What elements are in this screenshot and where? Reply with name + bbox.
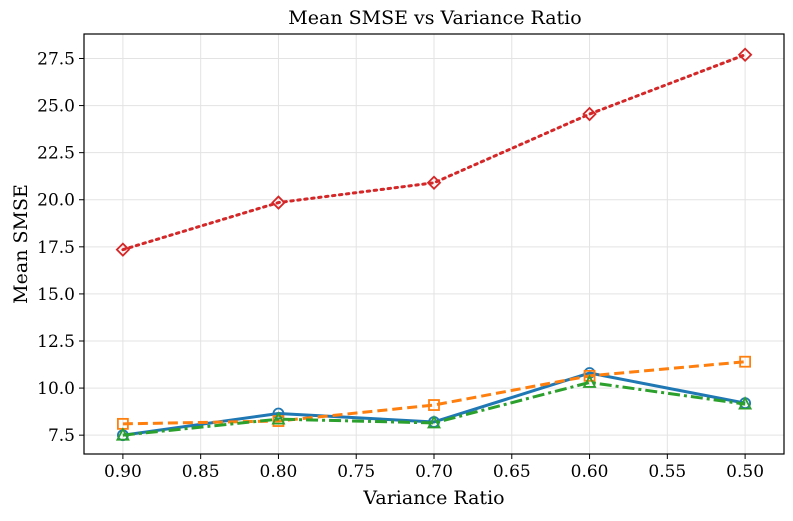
series-line	[122, 371, 746, 437]
x-tick-label: 0.80	[260, 462, 298, 482]
y-tick-label: 25.0	[37, 97, 75, 117]
x-tick-label: 0.50	[726, 462, 764, 482]
y-tick-label: 22.5	[37, 144, 75, 164]
y-tick-label: 17.5	[37, 238, 75, 258]
y-tick-label: 7.5	[48, 426, 75, 446]
x-tick-label: 0.60	[571, 462, 609, 482]
grid	[84, 34, 784, 454]
x-tick-label: 0.55	[648, 462, 686, 482]
data-point-triangle: 7.5	[115, 427, 130, 441]
ticks: 0.90 0.85 0.80 0.75 0.70 0.65 0.60 0.55 0.50 7.5 1…	[37, 49, 764, 482]
x-tick-label: 0.65	[493, 462, 531, 482]
x-tick-label: 0.85	[182, 462, 220, 482]
series-layer: 7.58.658.210.89.28.18.259.110.6511.47.58…	[115, 47, 753, 442]
data-point-diamond: 24.55	[582, 106, 597, 122]
y-tick-label: 27.5	[37, 49, 75, 69]
data-point-triangle: 10.3	[582, 374, 597, 388]
series-line	[121, 53, 747, 252]
y-tick-label: 20.0	[37, 191, 75, 211]
series-red: 17.35 19.85 20.9 24.55 27.7	[115, 47, 753, 257]
x-tick-label: 0.90	[104, 462, 142, 482]
series-green: 7.5 8.35 8.15 10.3 9.15	[115, 374, 753, 441]
x-tick-label: 0.75	[337, 462, 375, 482]
data-point-square: 10.65	[583, 369, 596, 382]
y-tick-label: 15.0	[37, 285, 75, 305]
chart-title: Mean SMSE vs Variance Ratio	[288, 7, 581, 29]
data-point-triangle: 8.15	[427, 414, 441, 429]
data-point-diamond: 19.85	[271, 195, 286, 210]
data-point-triangle: 9.15	[738, 396, 753, 410]
data-point-diamond: 27.7	[737, 47, 753, 62]
x-axis-label: Variance Ratio	[362, 487, 504, 509]
x-tick-label: 0.70	[415, 462, 453, 482]
y-tick-label: 12.5	[37, 332, 75, 352]
y-tick-label: 10.0	[37, 379, 75, 399]
data-point-square: 9.1	[428, 399, 440, 411]
data-point-diamond: 17.35	[115, 242, 131, 257]
y-axis-label: Mean SMSE	[10, 184, 32, 304]
data-point-diamond: 20.9	[426, 175, 442, 191]
data-point-triangle: 8.35	[271, 411, 286, 425]
data-point-square: 11.4	[739, 355, 752, 368]
